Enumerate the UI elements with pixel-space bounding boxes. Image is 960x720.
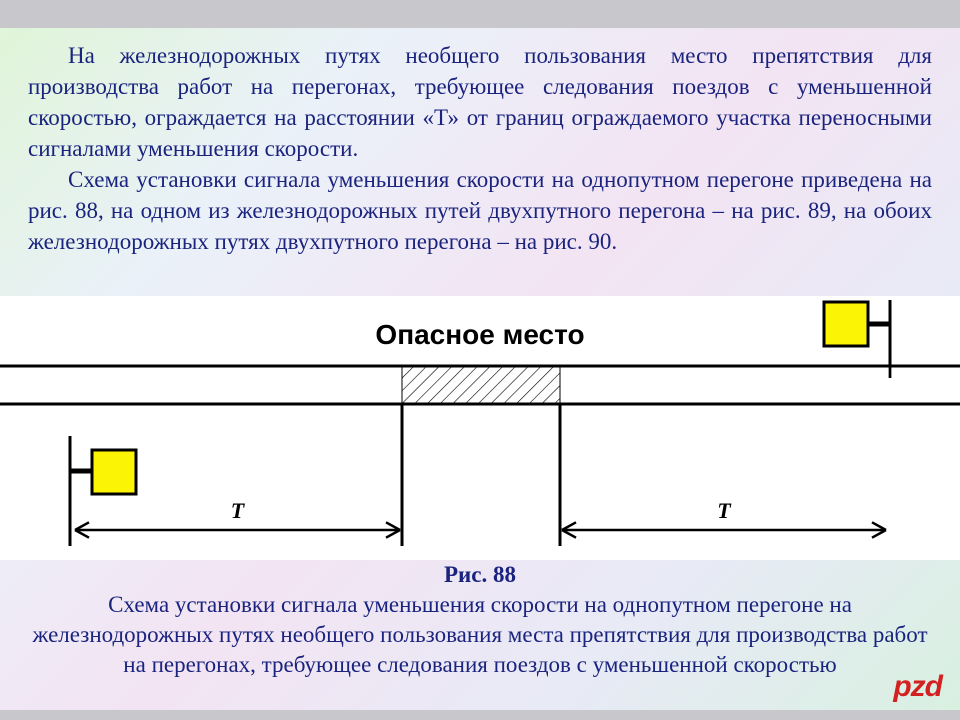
paragraph-1: На железнодорожных путях необщего пользо… (28, 40, 932, 164)
svg-text:T: T (717, 498, 732, 523)
diagram-area: Опасное местоОпасное местоTT (0, 296, 960, 560)
svg-text:Опасное место: Опасное место (375, 319, 584, 350)
figure-label: Рис. 88 (0, 562, 960, 588)
main-text-block: На железнодорожных путях необщего пользо… (28, 40, 932, 257)
rzd-logo: pzd (893, 670, 942, 704)
bottom-bar (0, 710, 960, 720)
diagram-svg: Опасное местоОпасное местоTT (0, 296, 960, 560)
slide: На железнодорожных путях необщего пользо… (0, 0, 960, 720)
svg-text:T: T (231, 498, 246, 523)
figure-caption: Схема установки сигнала уменьшения скоро… (28, 590, 932, 680)
top-bar (0, 0, 960, 28)
paragraph-2: Схема установки сигнала уменьшения скоро… (28, 164, 932, 257)
